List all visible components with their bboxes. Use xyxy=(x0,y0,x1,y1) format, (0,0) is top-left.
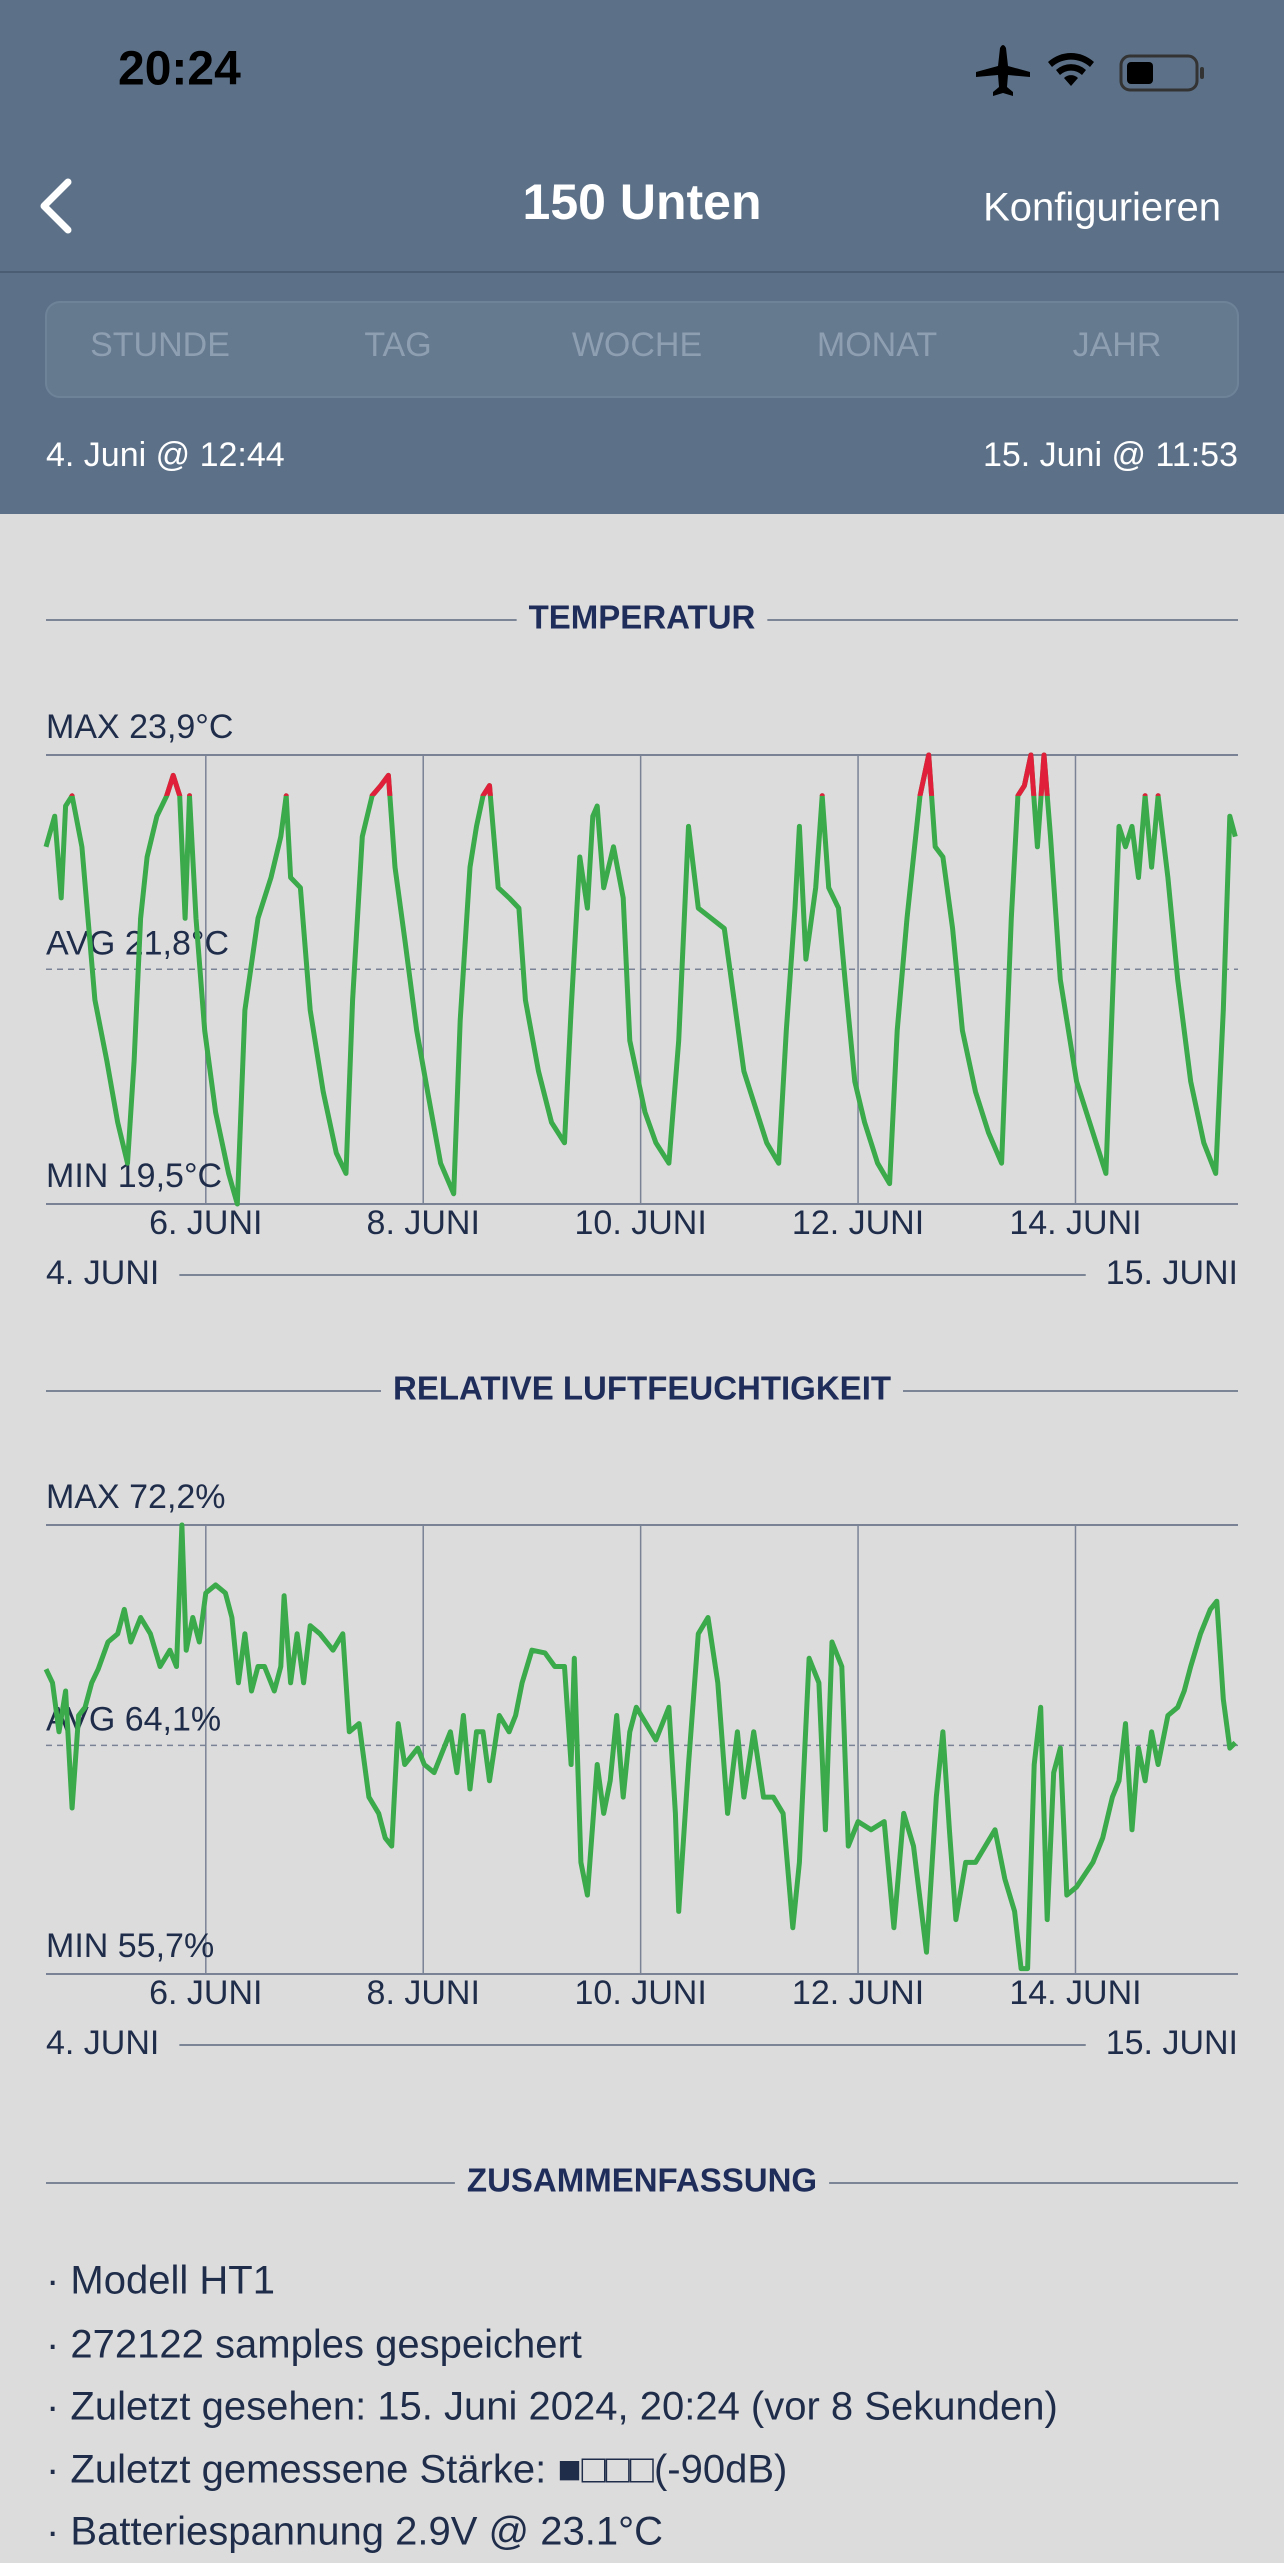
x-tick-label: 12. JUNI xyxy=(792,1974,924,2012)
max-label: MAX 72,2% xyxy=(46,1478,226,1516)
x-tick-label: 8. JUNI xyxy=(367,1204,480,1242)
nav-title: 150 Unten xyxy=(523,174,762,230)
header-bg xyxy=(0,0,1284,514)
section-title: TEMPERATUR xyxy=(529,599,756,636)
back-button[interactable] xyxy=(40,178,72,234)
x-tick-label: 14. JUNI xyxy=(1009,1204,1141,1242)
summary-item: · Batteriespannung 2.9V @ 23.1°C xyxy=(46,2510,663,2554)
battery-cap xyxy=(1200,67,1204,79)
range-end: 15. Juni @ 11:53 xyxy=(983,436,1238,474)
body-bg xyxy=(0,514,1284,2563)
range-start: 4. Juni @ 12:44 xyxy=(46,436,285,474)
min-label: MIN 19,5°C xyxy=(46,1157,222,1195)
status-time: 20:24 xyxy=(118,43,241,96)
summary-item: · Modell HT1 xyxy=(46,2259,275,2303)
x-tick-label: 12. JUNI xyxy=(792,1204,924,1242)
range-start-label: 4. JUNI xyxy=(46,2024,159,2062)
section-title: RELATIVE LUFTFEUCHTIGKEIT xyxy=(393,1370,891,1407)
summary-item: · Zuletzt gesehen: 15. Juni 2024, 20:24 … xyxy=(46,2385,1058,2429)
section-title: ZUSAMMENFASSUNG xyxy=(467,2162,817,2199)
tab[interactable]: WOCHE xyxy=(572,326,702,364)
min-label: MIN 55,7% xyxy=(46,1927,214,1965)
tab-bar xyxy=(45,301,1239,398)
tab[interactable]: JAHR xyxy=(1073,326,1162,364)
x-tick-label: 10. JUNI xyxy=(575,1204,707,1242)
range-end-label: 15. JUNI xyxy=(1106,2024,1238,2062)
airplane-icon xyxy=(976,45,1030,96)
avg-label: AVG 64,1% xyxy=(46,1700,221,1738)
summary-item: · Zuletzt gemessene Stärke: ■□□□(-90dB) xyxy=(46,2448,787,2492)
tab[interactable]: STUNDE xyxy=(90,326,230,364)
summary-item: · 272122 samples gespeichert xyxy=(46,2323,582,2367)
tab[interactable]: TAG xyxy=(364,326,431,364)
wifi-icon xyxy=(1048,53,1094,86)
x-tick-label: 8. JUNI xyxy=(367,1974,480,2012)
max-label: MAX 23,9°C xyxy=(46,708,233,746)
battery-outline xyxy=(1119,54,1199,92)
x-tick-label: 14. JUNI xyxy=(1009,1974,1141,2012)
battery-level xyxy=(1127,62,1153,84)
x-tick-label: 6. JUNI xyxy=(149,1974,262,2012)
tab[interactable]: MONAT xyxy=(817,326,937,364)
data-line xyxy=(43,1522,1238,1972)
x-tick-label: 6. JUNI xyxy=(149,1204,262,1242)
data-line xyxy=(43,752,1238,1207)
configure-button[interactable]: Konfigurieren xyxy=(983,186,1221,230)
x-tick-label: 10. JUNI xyxy=(575,1974,707,2012)
status-icons xyxy=(976,45,1204,96)
range-end-label: 15. JUNI xyxy=(1106,1254,1238,1292)
range-start-label: 4. JUNI xyxy=(46,1254,159,1292)
